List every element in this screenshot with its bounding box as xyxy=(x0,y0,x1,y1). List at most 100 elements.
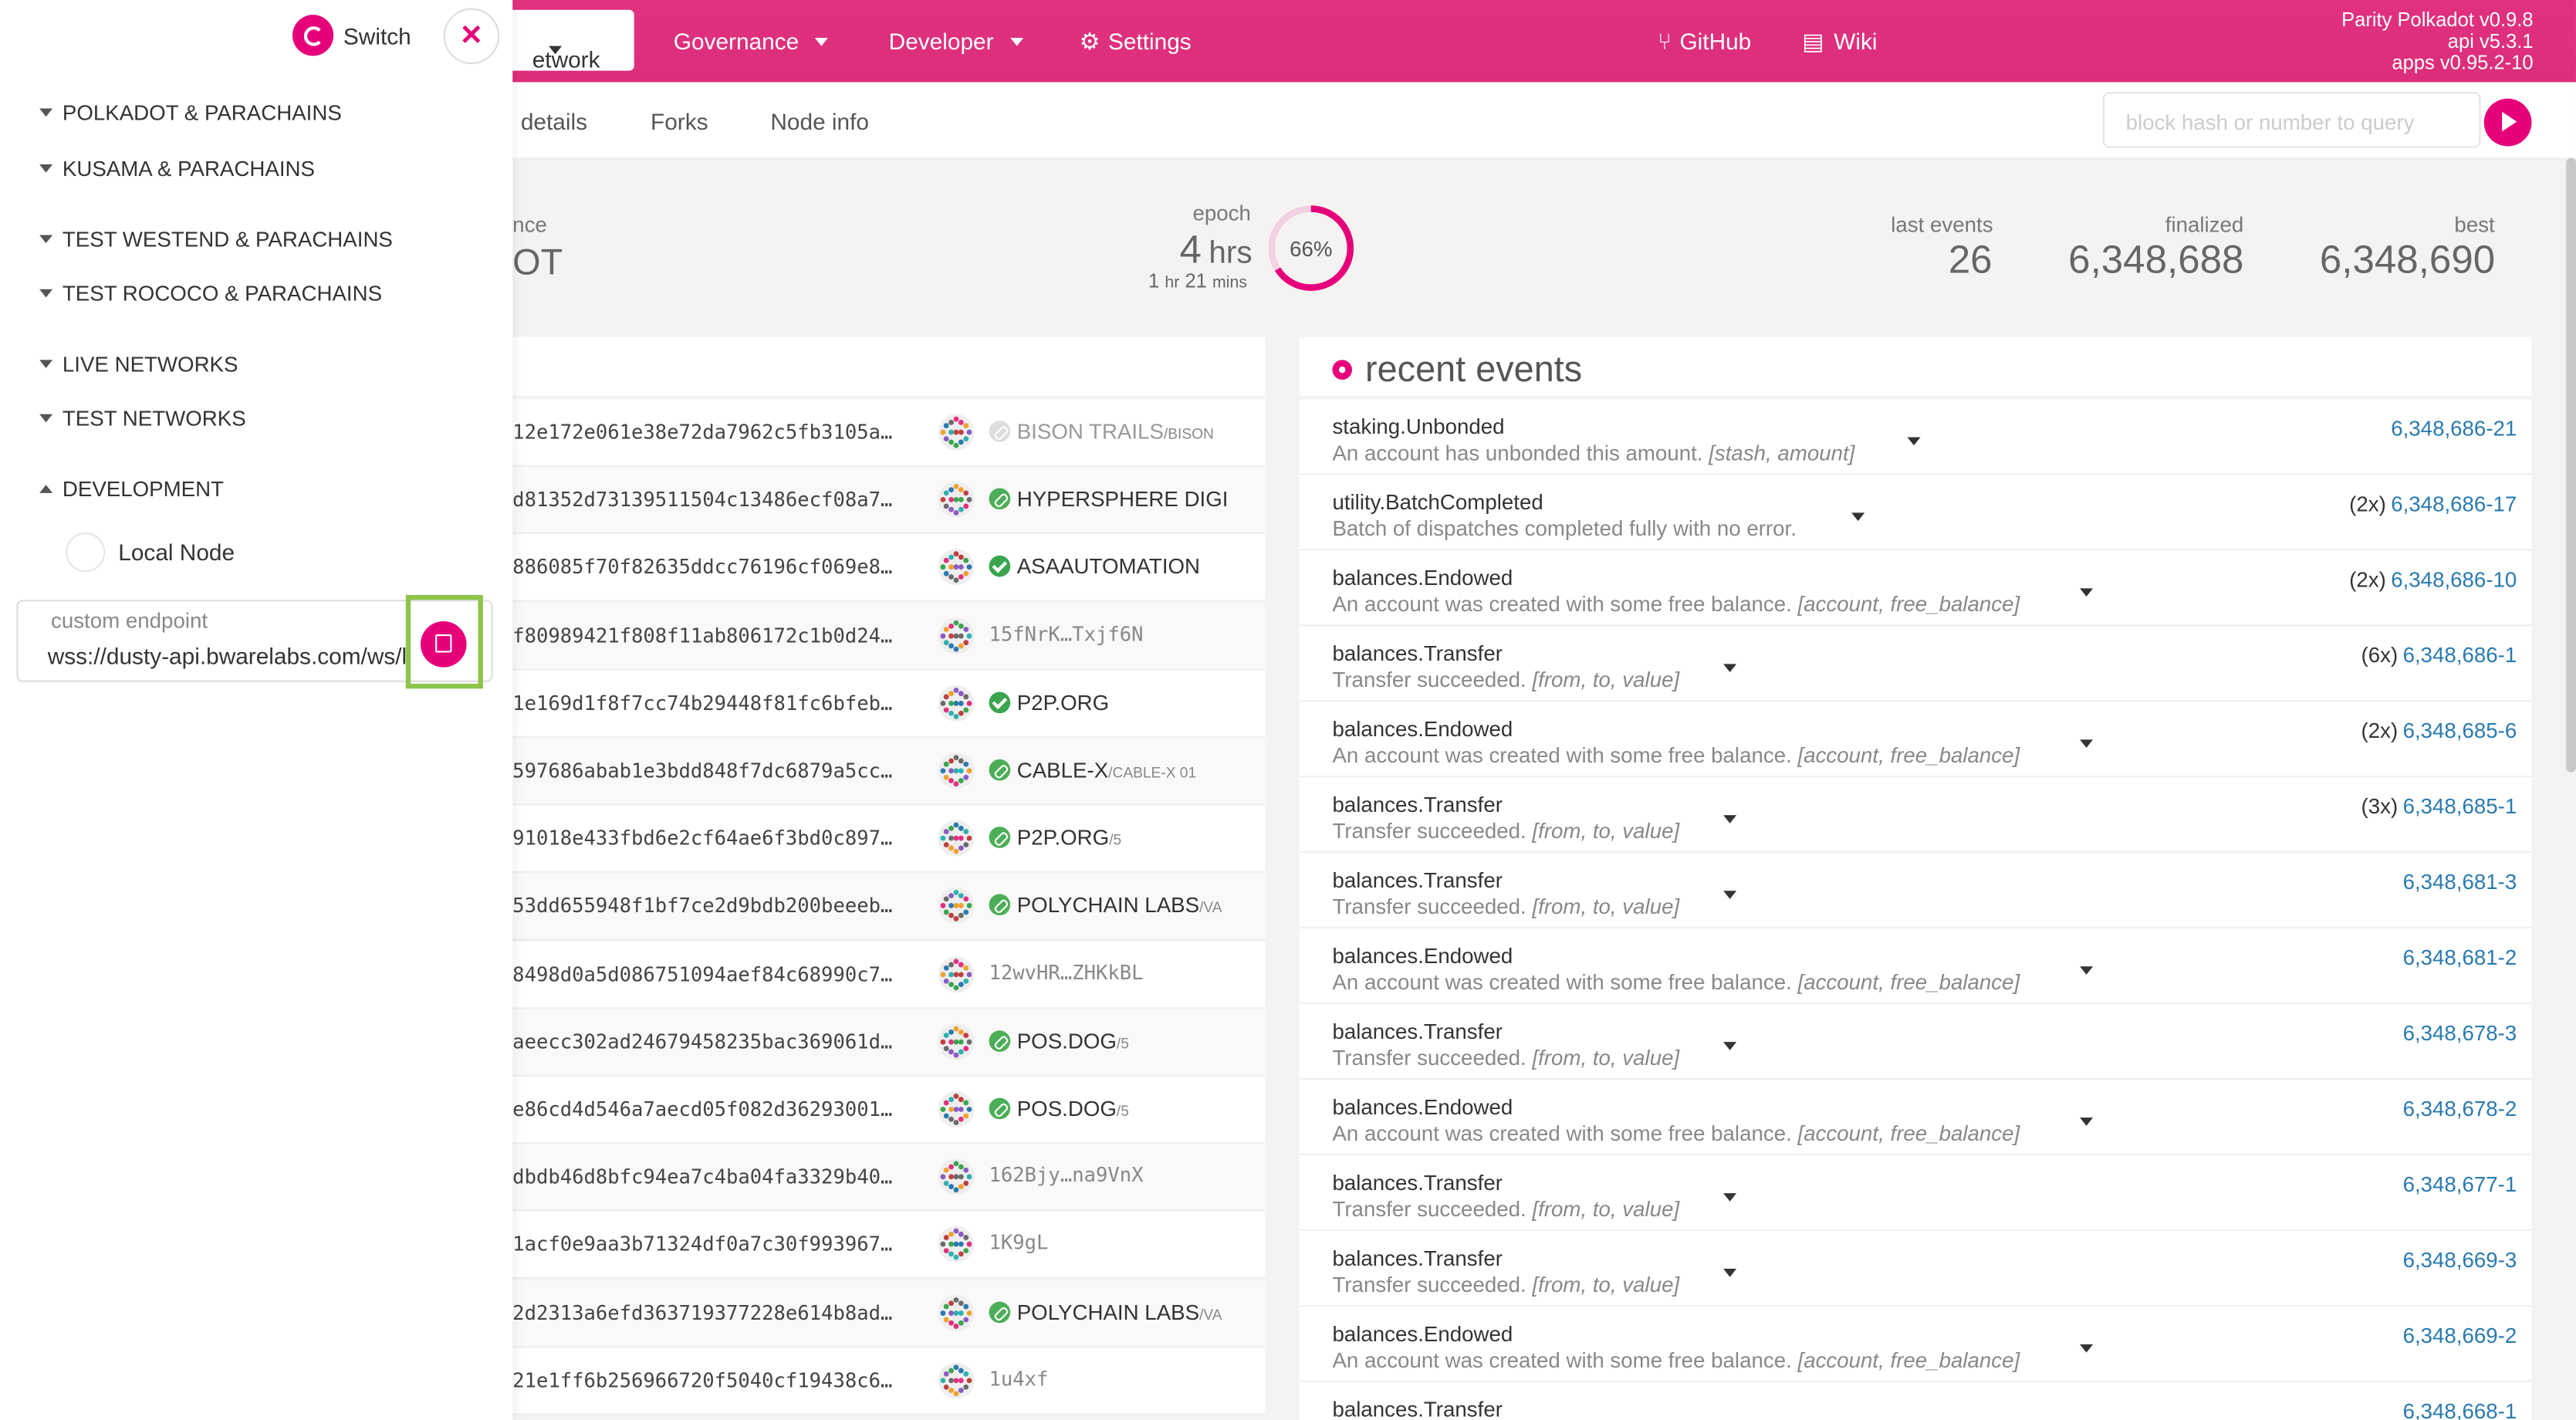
block-author[interactable]: 162Bjy…na9VnX xyxy=(989,1164,1144,1187)
event-row[interactable]: balances.Transfer Transfer succeeded. [fr… xyxy=(1299,1231,2532,1307)
custom-endpoint-field: custom endpoint xyxy=(16,600,493,682)
event-row[interactable]: utility.BatchCompleted Batch of dispatche… xyxy=(1299,475,2532,551)
nav-network-tab[interactable]: etwork xyxy=(492,9,634,73)
event-block-link[interactable]: (2x) 6,348,686-10 xyxy=(2349,567,2517,592)
block-author[interactable]: 12wvHR…ZHKkBL xyxy=(989,961,1144,984)
local-node-label[interactable]: Local Node xyxy=(118,539,235,566)
block-hash[interactable]: 8498d0a5d086751094aef84c68990c7… xyxy=(512,962,893,986)
local-node-radio[interactable] xyxy=(66,532,106,573)
event-block-link[interactable]: 6,348,677-1 xyxy=(2403,1172,2517,1196)
custom-endpoint-input[interactable] xyxy=(47,637,410,674)
page-scrollbar[interactable] xyxy=(2566,157,2576,773)
event-row[interactable]: balances.Transfer Transfer succeeded. [fr… xyxy=(1299,777,2532,854)
block-hash[interactable]: e86cd4d546a7aecd05f082d36293001… xyxy=(512,1097,893,1121)
expand-caret-icon[interactable] xyxy=(2080,739,2094,748)
nav-governance[interactable]: Governance xyxy=(674,28,829,54)
block-hash[interactable]: 886085f70f82635ddcc76196cf069e8… xyxy=(512,556,893,580)
network-group[interactable]: KUSAMA & PARACHAINS xyxy=(39,156,315,181)
expand-caret-icon[interactable] xyxy=(1723,815,1737,823)
network-group[interactable]: LIVE NETWORKS xyxy=(39,352,238,377)
block-author[interactable]: 15fNrK…Txjf6N xyxy=(989,622,1144,645)
identicon-dot xyxy=(953,1107,959,1112)
event-block-link[interactable]: (2x) 6,348,685-6 xyxy=(2361,718,2517,743)
block-hash[interactable]: d81352d73139511504c13486ecf08a7… xyxy=(512,488,893,512)
expand-caret-icon[interactable] xyxy=(1907,437,1921,446)
network-group[interactable]: TEST NETWORKS xyxy=(39,406,246,431)
close-sidebar-button[interactable]: ✕ xyxy=(443,8,500,65)
block-hash[interactable]: 2d2313a6efd363719377228e614b8ad… xyxy=(512,1300,893,1324)
block-hash[interactable]: 21e1ff6b256966720f5040cf19438c6… xyxy=(512,1368,893,1392)
expand-caret-icon[interactable] xyxy=(1723,1193,1737,1202)
block-author[interactable]: POLYCHAIN LABS/VA xyxy=(989,1300,1222,1324)
expand-caret-icon[interactable] xyxy=(2080,588,2094,597)
block-hash[interactable]: f80989421f808f11ab806172c1b0d24… xyxy=(512,624,893,647)
event-row[interactable]: balances.Endowed An account was created w… xyxy=(1299,550,2532,627)
block-hash[interactable]: 53dd655948f1bf7ce2d9bdb200beeeb… xyxy=(512,894,893,918)
block-hash[interactable]: 1e169d1f8f7cc74b29448f81fc6bfeb… xyxy=(512,691,893,715)
event-row[interactable]: balances.Endowed An account was created w… xyxy=(1299,1080,2532,1156)
block-author[interactable]: HYPERSPHERE DIGI xyxy=(989,487,1228,512)
nav-settings[interactable]: ⚙ Settings xyxy=(1080,28,1192,56)
block-author[interactable]: POS.DOG/5 xyxy=(989,1029,1129,1053)
event-row[interactable]: balances.Endowed An account was created w… xyxy=(1299,702,2532,778)
expand-caret-icon[interactable] xyxy=(1723,664,1737,673)
nav-developer[interactable]: Developer xyxy=(889,28,1023,54)
event-block-link[interactable]: 6,348,686-21 xyxy=(2391,416,2517,441)
tab-details[interactable]: details xyxy=(520,108,587,135)
tab-forks[interactable]: Forks xyxy=(651,108,708,135)
nav-github-label: GitHub xyxy=(1679,28,1752,55)
network-group[interactable]: DEVELOPMENT xyxy=(39,477,224,502)
event-block-link[interactable]: 6,348,678-3 xyxy=(2403,1020,2517,1045)
nav-github[interactable]: ⑂ GitHub xyxy=(1658,28,1751,54)
event-block-link[interactable]: 6,348,681-2 xyxy=(2403,945,2517,970)
network-group[interactable]: TEST ROCOCO & PARACHAINS xyxy=(39,281,382,306)
identicon-dot xyxy=(948,1184,954,1190)
expand-caret-icon[interactable] xyxy=(1723,891,1737,899)
event-block-link[interactable]: (6x) 6,348,686-1 xyxy=(2361,643,2517,668)
event-row[interactable]: staking.Unbonded An account has unbonded … xyxy=(1299,399,2532,475)
event-row[interactable]: balances.Transfer Transfer succeeded. [fr… xyxy=(1299,1155,2532,1232)
expand-caret-icon[interactable] xyxy=(1851,512,1865,522)
network-group[interactable]: POLKADOT & PARACHAINS xyxy=(39,100,342,125)
expand-caret-icon[interactable] xyxy=(1723,1269,1737,1277)
expand-caret-icon[interactable] xyxy=(2080,1344,2094,1353)
event-block-link[interactable]: (2x) 6,348,686-17 xyxy=(2349,492,2517,516)
event-row[interactable]: balances.Transfer Transfer succeeded. [fr… xyxy=(1299,1004,2532,1080)
event-block-link[interactable]: 6,348,668-1 xyxy=(2403,1398,2517,1420)
block-author[interactable]: BISON TRAILS/BISON xyxy=(989,419,1214,444)
save-endpoint-button[interactable] xyxy=(420,620,467,668)
block-hash[interactable]: aeecc302ad24679458235bac369061d… xyxy=(512,1030,893,1053)
block-author[interactable]: 1K9gL xyxy=(989,1232,1049,1255)
event-block-link[interactable]: 6,348,681-3 xyxy=(2403,870,2517,894)
query-go-button[interactable] xyxy=(2483,98,2532,147)
apps-version: apps v0.95.2-10 xyxy=(2392,51,2534,74)
block-hash[interactable]: dbdb46d8bfc94ea7c4ba04fa3329b40… xyxy=(512,1165,893,1189)
block-hash[interactable]: 1acf0e9aa3b71324df0a7c30f993967… xyxy=(512,1233,893,1256)
block-hash[interactable]: 12e172e061e38e72da7962c5fb3105a… xyxy=(512,421,893,444)
event-row[interactable]: balances.Endowed An account was created w… xyxy=(1299,928,2532,1005)
block-hash[interactable]: 597686abab1e3bdd848f7dc6879a5cc… xyxy=(512,759,893,783)
event-row[interactable]: balances.Endowed An account was created w… xyxy=(1299,1307,2532,1382)
event-row[interactable]: balances.Transfer Transfer succeeded. [fr… xyxy=(1299,853,2532,929)
event-block-link[interactable]: (3x) 6,348,685-1 xyxy=(2361,794,2517,819)
expand-caret-icon[interactable] xyxy=(2080,966,2094,975)
network-group[interactable]: TEST WESTEND & PARACHAINS xyxy=(39,227,393,252)
block-hash[interactable]: 91018e433fbd6e2cf64ae6f3bd0c897… xyxy=(512,827,893,850)
event-row[interactable]: balances.Transfer 6,348,668-1 xyxy=(1299,1381,2532,1420)
block-author[interactable]: POLYCHAIN LABS/VA xyxy=(989,893,1222,918)
event-row[interactable]: balances.Transfer Transfer succeeded. [fr… xyxy=(1299,626,2532,702)
event-block-link[interactable]: 6,348,669-3 xyxy=(2403,1247,2517,1272)
event-block-link[interactable]: 6,348,669-2 xyxy=(2403,1323,2517,1347)
nav-wiki[interactable]: ▤ Wiki xyxy=(1802,28,1877,56)
block-author[interactable]: P2P.ORG/5 xyxy=(989,825,1121,850)
block-author[interactable]: ASAAUTOMATION xyxy=(989,555,1200,579)
expand-caret-icon[interactable] xyxy=(1723,1042,1737,1050)
block-author[interactable]: 1u4xf xyxy=(989,1367,1049,1390)
event-block-link[interactable]: 6,348,678-2 xyxy=(2403,1096,2517,1121)
block-author[interactable]: P2P.ORG xyxy=(989,690,1109,715)
expand-caret-icon[interactable] xyxy=(2080,1117,2094,1126)
block-author[interactable]: CABLE-X/CABLE-X 01 xyxy=(989,758,1196,783)
block-query-input[interactable]: block hash or number to query xyxy=(2102,92,2481,148)
block-author[interactable]: POS.DOG/5 xyxy=(989,1096,1129,1121)
tab-node-info[interactable]: Node info xyxy=(770,108,870,135)
